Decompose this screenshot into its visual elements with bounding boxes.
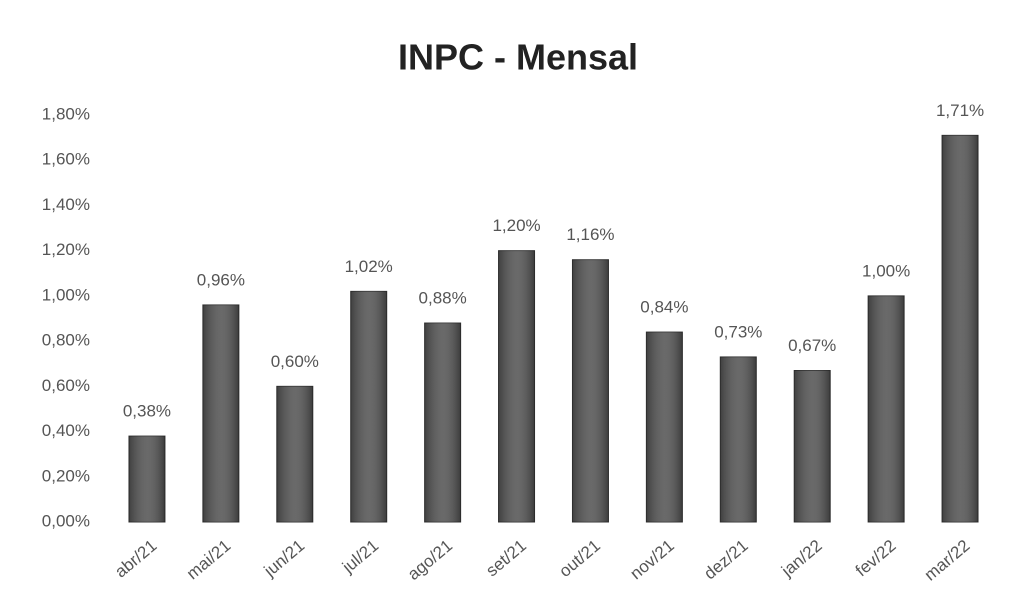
x-tick-label: jul/21 [338, 536, 382, 577]
value-label: 0,67% [788, 336, 836, 355]
bar-shade [128, 436, 165, 522]
x-tick-label: abr/21 [111, 536, 160, 582]
x-tick-label: ago/21 [404, 536, 456, 584]
x-tick-label: mai/21 [183, 536, 234, 583]
y-tick-label: 1,40% [42, 195, 90, 214]
bar-shade [942, 135, 979, 522]
x-tick-label: out/21 [555, 536, 603, 581]
x-tick-label: nov/21 [627, 536, 678, 583]
x-tick-label: jun/21 [260, 536, 308, 581]
y-tick-label: 1,80% [42, 104, 90, 123]
y-tick-label: 1,60% [42, 150, 90, 169]
value-label: 1,71% [936, 101, 984, 120]
bar-shade [498, 250, 535, 522]
bar-shade [424, 323, 461, 522]
bar-shade [350, 291, 387, 522]
value-label: 0,73% [714, 322, 762, 341]
bar-shade [720, 356, 757, 522]
bar-shade [276, 386, 313, 522]
x-tick-label: fev/22 [852, 536, 900, 580]
bar-shade [794, 370, 831, 522]
value-label: 0,96% [197, 270, 245, 289]
x-tick-label: dez/21 [700, 536, 751, 583]
y-tick-label: 1,00% [42, 285, 90, 304]
value-label: 0,84% [640, 298, 688, 317]
y-tick-label: 0,80% [42, 331, 90, 350]
x-tick-label: set/21 [482, 536, 530, 580]
bar-shade [868, 295, 905, 522]
value-label: 1,20% [492, 216, 540, 235]
y-tick-label: 0,00% [42, 511, 90, 530]
y-tick-label: 1,20% [42, 240, 90, 259]
value-label: 1,02% [345, 257, 393, 276]
bar-shade [572, 259, 609, 522]
x-tick-label: mar/22 [921, 536, 974, 585]
value-label: 1,16% [566, 225, 614, 244]
y-tick-label: 0,20% [42, 466, 90, 485]
bar-shade [202, 304, 239, 522]
y-tick-label: 0,40% [42, 421, 90, 440]
bar-shade [646, 332, 683, 522]
value-label: 0,88% [419, 289, 467, 308]
value-label: 1,00% [862, 261, 910, 280]
x-tick-label: jan/22 [777, 536, 825, 581]
chart-title: INPC - Mensal [398, 37, 638, 78]
value-label: 0,38% [123, 402, 171, 421]
y-tick-label: 0,60% [42, 376, 90, 395]
value-label: 0,60% [271, 352, 319, 371]
